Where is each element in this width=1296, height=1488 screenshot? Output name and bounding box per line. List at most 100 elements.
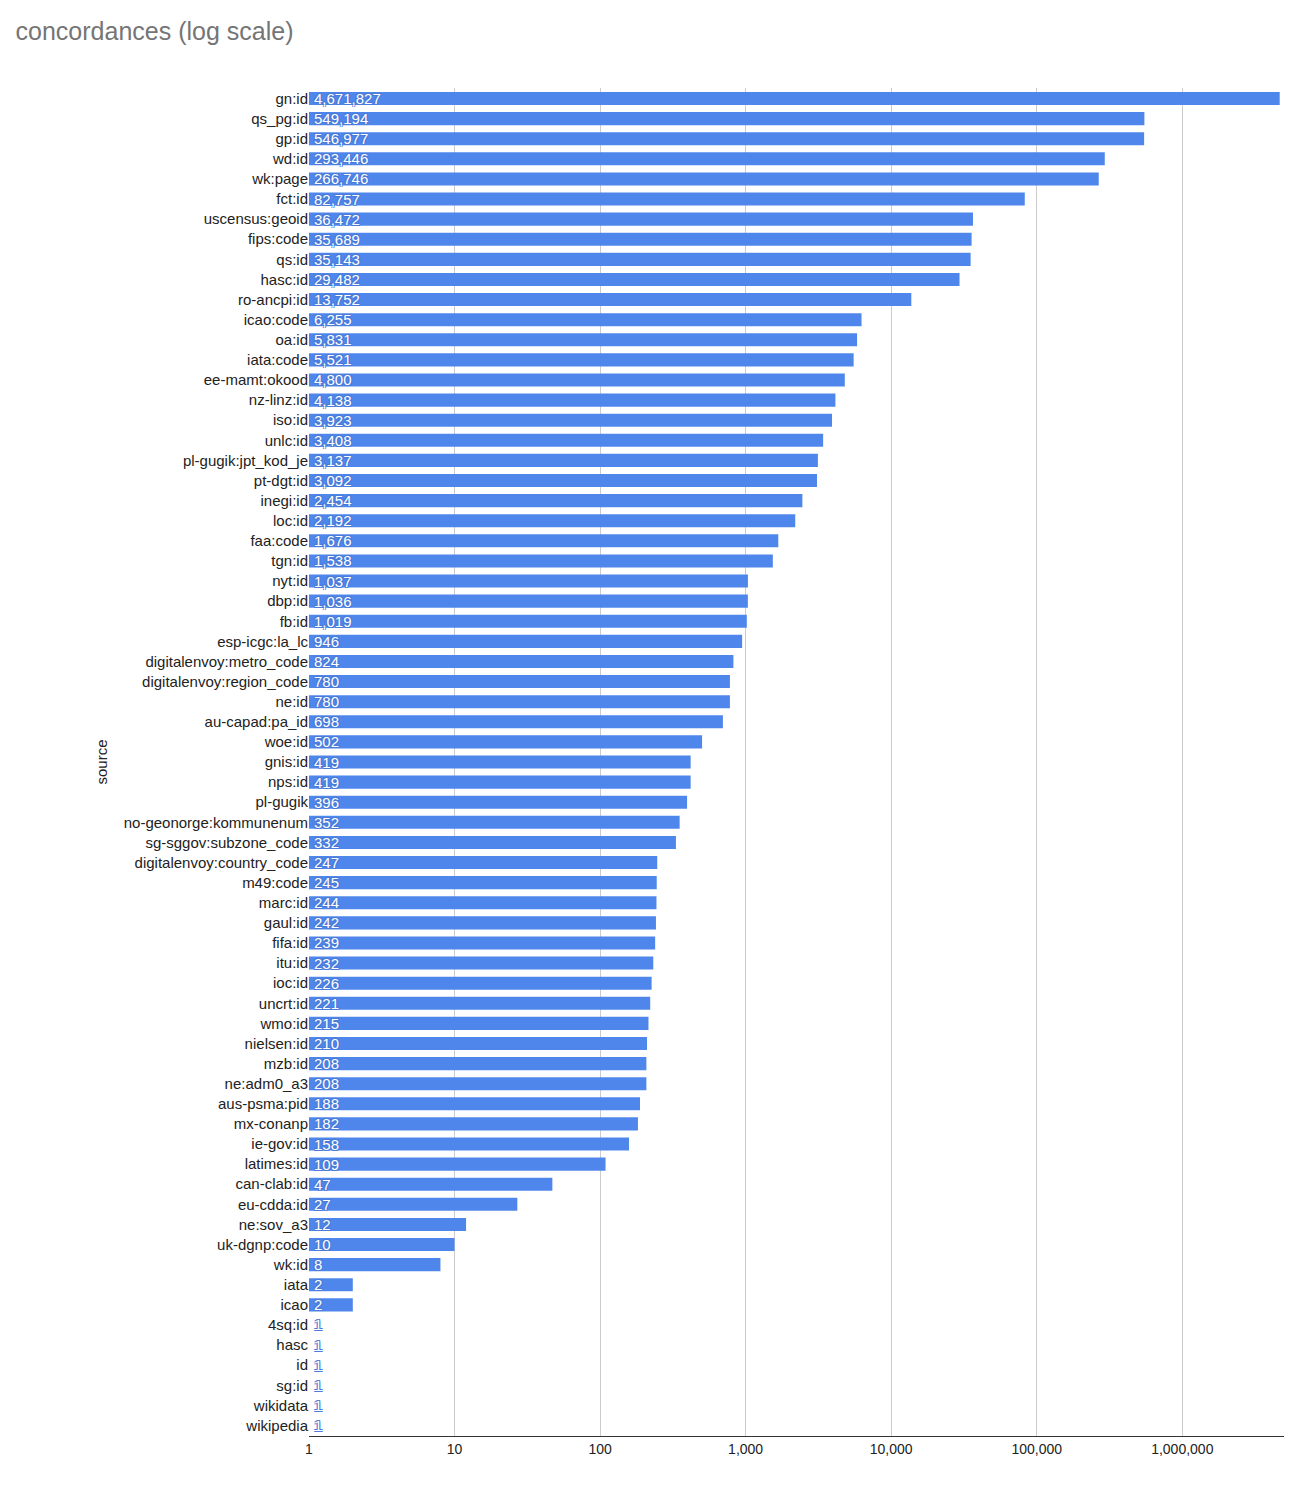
svg-text:fb:id: fb:id: [280, 613, 308, 630]
svg-text:pl-gugik:jpt_kod_je: pl-gugik:jpt_kod_je: [183, 452, 308, 469]
svg-text:3,408: 3,408: [314, 432, 352, 449]
svg-text:780: 780: [314, 693, 339, 710]
svg-text:qs:id: qs:id: [276, 251, 308, 268]
svg-text:hasc: hasc: [276, 1336, 308, 1353]
svg-text:226: 226: [314, 975, 339, 992]
svg-text:wikidata: wikidata: [253, 1397, 309, 1414]
svg-text:eu-cdda:id: eu-cdda:id: [238, 1196, 308, 1213]
svg-text:itu:id: itu:id: [276, 954, 308, 971]
svg-text:1,538: 1,538: [314, 552, 352, 569]
svg-text:4,138: 4,138: [314, 392, 352, 409]
svg-text:wk:id: wk:id: [273, 1256, 308, 1273]
svg-text:dbp:id: dbp:id: [267, 592, 308, 609]
svg-text:2,454: 2,454: [314, 492, 352, 509]
svg-text:fips:code: fips:code: [248, 230, 308, 247]
svg-text:iso:id: iso:id: [273, 411, 308, 428]
svg-text:faa:code: faa:code: [250, 532, 308, 549]
svg-text:8: 8: [314, 1256, 322, 1273]
svg-text:247: 247: [314, 854, 339, 871]
svg-text:oa:id: oa:id: [275, 331, 308, 348]
svg-text:uscensus:geoid: uscensus:geoid: [204, 210, 308, 227]
svg-text:icao: icao: [280, 1296, 308, 1313]
svg-text:546,977: 546,977: [314, 130, 368, 147]
svg-text:29,482: 29,482: [314, 271, 360, 288]
svg-text:4sq:id: 4sq:id: [268, 1316, 308, 1333]
svg-text:4,671,827: 4,671,827: [314, 90, 381, 107]
svg-text:1,676: 1,676: [314, 532, 352, 549]
svg-text:3,137: 3,137: [314, 452, 352, 469]
svg-text:210: 210: [314, 1035, 339, 1052]
svg-text:nz-linz:id: nz-linz:id: [249, 391, 308, 408]
svg-text:109: 109: [314, 1156, 339, 1173]
svg-text:13,752: 13,752: [314, 291, 360, 308]
svg-text:1,037: 1,037: [314, 573, 352, 590]
svg-text:5,831: 5,831: [314, 331, 352, 348]
svg-text:woe:id: woe:id: [264, 733, 308, 750]
svg-text:wmo:id: wmo:id: [259, 1015, 308, 1032]
svg-text:1: 1: [314, 1337, 322, 1354]
svg-text:wd:id: wd:id: [272, 150, 308, 167]
svg-text:sg:id: sg:id: [276, 1377, 308, 1394]
svg-text:35,143: 35,143: [314, 251, 360, 268]
svg-text:232: 232: [314, 955, 339, 972]
svg-text:239: 239: [314, 934, 339, 951]
svg-text:47: 47: [314, 1176, 331, 1193]
svg-text:82,757: 82,757: [314, 191, 360, 208]
svg-text:qs_pg:id: qs_pg:id: [251, 110, 308, 127]
svg-text:mx-conanp: mx-conanp: [234, 1115, 308, 1132]
svg-text:2,192: 2,192: [314, 512, 352, 529]
svg-text:182: 182: [314, 1115, 339, 1132]
svg-text:35,689: 35,689: [314, 231, 360, 248]
svg-text:esp-icgc:la_lc: esp-icgc:la_lc: [217, 633, 308, 650]
svg-text:549,194: 549,194: [314, 110, 368, 127]
svg-text:m49:code: m49:code: [242, 874, 308, 891]
svg-text:au-capad:pa_id: au-capad:pa_id: [205, 713, 308, 730]
svg-text:pt-dgt:id: pt-dgt:id: [254, 472, 308, 489]
svg-text:nyt:id: nyt:id: [272, 572, 308, 589]
svg-text:242: 242: [314, 914, 339, 931]
svg-text:266,746: 266,746: [314, 170, 368, 187]
svg-text:10: 10: [314, 1236, 331, 1253]
svg-text:latimes:id: latimes:id: [245, 1155, 308, 1172]
svg-text:780: 780: [314, 673, 339, 690]
svg-text:10: 10: [447, 1441, 463, 1457]
svg-text:wk:page: wk:page: [251, 170, 308, 187]
svg-text:2: 2: [314, 1296, 322, 1313]
svg-text:1: 1: [314, 1357, 322, 1374]
svg-text:221: 221: [314, 995, 339, 1012]
svg-text:icao:code: icao:code: [244, 311, 308, 328]
svg-text:6,255: 6,255: [314, 311, 352, 328]
svg-text:fct:id: fct:id: [276, 190, 308, 207]
svg-text:digitalenvoy:metro_code: digitalenvoy:metro_code: [145, 653, 308, 670]
svg-text:215: 215: [314, 1015, 339, 1032]
svg-text:nps:id: nps:id: [268, 773, 308, 790]
svg-text:gnis:id: gnis:id: [265, 753, 308, 770]
svg-text:100: 100: [588, 1441, 612, 1457]
svg-text:245: 245: [314, 874, 339, 891]
svg-text:fifa:id: fifa:id: [272, 934, 308, 951]
svg-text:2: 2: [314, 1276, 322, 1293]
svg-text:4,800: 4,800: [314, 371, 352, 388]
svg-text:244: 244: [314, 894, 339, 911]
svg-text:sg-sggov:subzone_code: sg-sggov:subzone_code: [145, 834, 308, 851]
svg-text:10,000: 10,000: [870, 1441, 913, 1457]
svg-text:5,521: 5,521: [314, 351, 352, 368]
svg-text:hasc:id: hasc:id: [260, 271, 308, 288]
svg-text:ne:sov_a3: ne:sov_a3: [239, 1216, 308, 1233]
svg-text:ioc:id: ioc:id: [273, 974, 308, 991]
svg-text:698: 698: [314, 713, 339, 730]
svg-text:946: 946: [314, 633, 339, 650]
svg-text:1: 1: [305, 1441, 313, 1457]
svg-text:iata: iata: [284, 1276, 309, 1293]
svg-text:1: 1: [314, 1397, 322, 1414]
svg-text:digitalenvoy:country_code: digitalenvoy:country_code: [135, 854, 308, 871]
svg-text:uncrt:id: uncrt:id: [259, 995, 308, 1012]
svg-text:digitalenvoy:region_code: digitalenvoy:region_code: [142, 673, 308, 690]
svg-text:ro-ancpi:id: ro-ancpi:id: [238, 291, 308, 308]
svg-text:gn:id: gn:id: [275, 90, 308, 107]
svg-text:gaul:id: gaul:id: [264, 914, 308, 931]
svg-text:208: 208: [314, 1055, 339, 1072]
svg-text:ee-mamt:okood: ee-mamt:okood: [204, 371, 308, 388]
svg-text:uk-dgnp:code: uk-dgnp:code: [217, 1236, 308, 1253]
svg-text:1: 1: [314, 1417, 322, 1434]
